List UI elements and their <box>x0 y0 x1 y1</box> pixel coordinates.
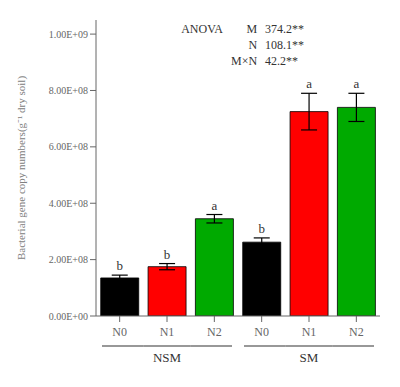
svg-text:4.00E+08: 4.00E+08 <box>49 198 88 209</box>
svg-text:0.00E+00: 0.00E+00 <box>49 311 88 322</box>
svg-text:6.00E+08: 6.00E+08 <box>49 141 88 152</box>
svg-text:N0: N0 <box>254 325 269 339</box>
svg-text:a: a <box>212 198 218 213</box>
html-text:M: M <box>246 22 258 36</box>
svg-text:N2: N2 <box>207 325 222 339</box>
svg-text:2.00E+08: 2.00E+08 <box>49 254 88 265</box>
svg-text:b: b <box>164 247 171 262</box>
html-text:N: N <box>248 38 258 52</box>
svg-text:N1: N1 <box>302 325 317 339</box>
html-text:108.1**: 108.1** <box>265 38 305 52</box>
html-text:M×N: M×N <box>231 54 258 68</box>
svg-text:b: b <box>258 221 265 236</box>
svg-text:a: a <box>354 76 360 91</box>
svg-text:N2: N2 <box>349 325 364 339</box>
html-text:374.2**: 374.2** <box>265 22 305 36</box>
svg-text:8.00E+08: 8.00E+08 <box>49 85 88 96</box>
svg-text:1.00E+09: 1.00E+09 <box>49 29 88 40</box>
svg-text:SM: SM <box>300 350 319 365</box>
html-text:ANOVA: ANOVA <box>181 22 223 36</box>
svg-text:a: a <box>306 76 312 91</box>
svg-text:Bacterial gene copy numbers(g⁻: Bacterial gene copy numbers(g⁻¹ dry soil… <box>15 76 28 260</box>
svg-text:N0: N0 <box>112 325 127 339</box>
svg-text:N1: N1 <box>160 325 175 339</box>
svg-text:b: b <box>116 258 123 273</box>
svg-text:NSM: NSM <box>153 350 182 365</box>
html-text:42.2**: 42.2** <box>265 54 299 68</box>
